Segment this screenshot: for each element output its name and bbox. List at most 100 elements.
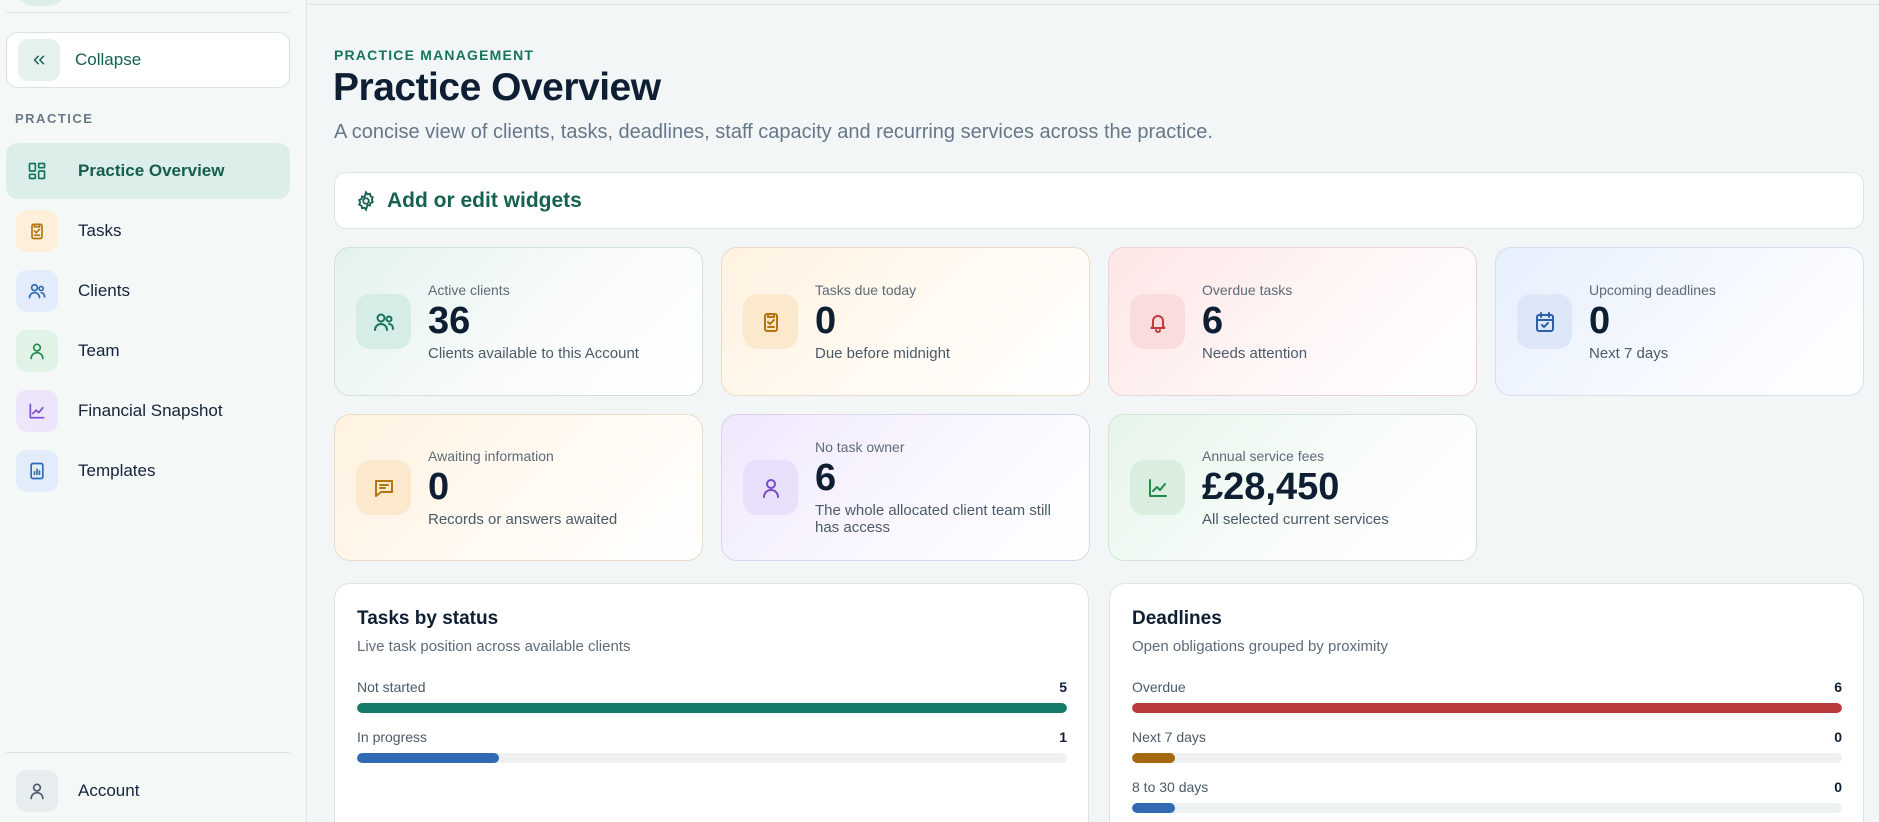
sidebar-item-practice-overview[interactable]: Practice Overview <box>6 143 290 199</box>
deadline-row-next-7-days[interactable]: Next 7 days 0 <box>1132 729 1842 763</box>
status-row-not-started[interactable]: Not started 5 <box>357 679 1067 713</box>
card-value: 36 <box>428 299 471 342</box>
users-icon <box>16 270 58 312</box>
sidebar-item-templates[interactable]: Templates <box>6 443 290 499</box>
card-active-clients[interactable]: Active clients 36 Clients available to t… <box>334 247 703 396</box>
panel-title: Deadlines <box>1132 608 1222 629</box>
card-value: £28,450 <box>1202 465 1340 508</box>
card-no-task-owner[interactable]: No task owner 6 The whole allocated clie… <box>721 414 1090 561</box>
row-label: Overdue <box>1132 679 1186 695</box>
progress-track <box>357 753 1067 763</box>
card-label: Upcoming deadlines <box>1589 281 1716 298</box>
sidebar-item-clients[interactable]: Clients <box>6 263 290 319</box>
progress-fill <box>1132 703 1842 713</box>
sidebar-item-label: Financial Snapshot <box>78 401 223 420</box>
row-label: Not started <box>357 679 426 695</box>
divider <box>6 12 290 13</box>
card-label: No task owner <box>815 439 905 455</box>
deadline-row-8-to-30-days[interactable]: 8 to 30 days 0 <box>1132 779 1842 813</box>
collapse-label: Collapse <box>75 50 142 69</box>
card-value: 0 <box>1589 299 1611 342</box>
sidebar-item-label: Tasks <box>78 221 122 240</box>
card-label: Annual service fees <box>1202 447 1325 464</box>
progress-fill <box>1132 753 1175 763</box>
add-edit-widgets-label: Add or edit widgets <box>387 188 582 212</box>
calendar-check-icon <box>1517 294 1572 349</box>
card-label: Awaiting information <box>428 447 554 464</box>
deadline-row-overdue[interactable]: Overdue 6 <box>1132 679 1842 713</box>
tasks-by-status-panel: Tasks by status Live task position acros… <box>334 583 1089 822</box>
row-label: Next 7 days <box>1132 729 1206 745</box>
progress-track <box>357 703 1067 713</box>
chevrons-left-icon <box>18 39 60 81</box>
card-subtext: The whole allocated client team still ha… <box>815 502 1051 536</box>
progress-fill <box>1132 803 1175 813</box>
card-upcoming-deadlines[interactable]: Upcoming deadlines 0 Next 7 days <box>1495 247 1864 396</box>
sidebar-item-team[interactable]: Team <box>6 323 290 379</box>
row-label: In progress <box>357 729 428 745</box>
account-label: Account <box>78 781 140 800</box>
card-subtext: Next 7 days <box>1589 344 1669 362</box>
progress-fill <box>357 703 1067 713</box>
sidebar-section-label: PRACTICE <box>15 111 94 126</box>
progress-track <box>1132 703 1842 713</box>
sidebar-item-label: Practice Overview <box>78 161 225 180</box>
user-icon <box>16 330 58 372</box>
page-subtitle: A concise view of clients, tasks, deadli… <box>334 121 1213 143</box>
bell-icon <box>1130 294 1185 349</box>
sidebar: Collapse PRACTICE Practice Overview Task… <box>0 0 307 822</box>
card-overdue-tasks[interactable]: Overdue tasks 6 Needs attention <box>1108 247 1477 396</box>
sidebar-item-financial-snapshot[interactable]: Financial Snapshot <box>6 383 290 439</box>
panel-subtitle: Live task position across available clie… <box>357 638 631 655</box>
progress-track <box>1132 803 1842 813</box>
card-value: 6 <box>815 457 837 499</box>
card-value: 0 <box>815 299 837 342</box>
card-annual-service-fees[interactable]: Annual service fees £28,450 All selected… <box>1108 414 1477 561</box>
card-value: 6 <box>1202 299 1224 342</box>
sidebar-item-label: Templates <box>78 461 156 480</box>
card-label: Active clients <box>428 281 510 298</box>
divider <box>308 4 1879 5</box>
card-value: 0 <box>428 465 450 508</box>
user-icon <box>743 460 798 515</box>
sidebar-item-label: Clients <box>78 281 130 300</box>
card-subtext: Due before midnight <box>815 344 951 362</box>
row-count: 0 <box>1834 729 1842 745</box>
gear-icon <box>355 189 377 212</box>
users-icon <box>356 294 411 349</box>
user-icon <box>16 770 58 812</box>
status-row-in-progress[interactable]: In progress 1 <box>357 729 1067 763</box>
card-label: Overdue tasks <box>1202 281 1293 298</box>
chart-line-icon <box>16 390 58 432</box>
divider <box>6 752 290 753</box>
card-awaiting-information[interactable]: Awaiting information 0 Records or answer… <box>334 414 703 561</box>
clipboard-check-icon <box>16 210 58 252</box>
message-icon <box>356 460 411 515</box>
progress-fill <box>357 753 499 763</box>
progress-track <box>1132 753 1842 763</box>
panel-title: Tasks by status <box>357 608 499 629</box>
clipboard-check-icon <box>743 294 798 349</box>
card-tasks-due-today[interactable]: Tasks due today 0 Due before midnight <box>721 247 1090 396</box>
card-subtext: Clients available to this Account <box>428 344 639 362</box>
row-label: 8 to 30 days <box>1132 779 1209 795</box>
row-count: 0 <box>1834 779 1842 795</box>
collapse-button[interactable]: Collapse <box>6 32 290 88</box>
sidebar-nav: Practice Overview Tasks Clients Team Fin… <box>6 143 290 503</box>
sidebar-item-label: Team <box>78 341 120 360</box>
panel-subtitle: Open obligations grouped by proximity <box>1132 638 1388 655</box>
row-count: 1 <box>1059 729 1067 745</box>
card-subtext: Needs attention <box>1202 344 1308 362</box>
card-subtext: All selected current services <box>1202 510 1389 528</box>
card-label: Tasks due today <box>815 281 917 298</box>
add-edit-widgets-button[interactable]: Add or edit widgets <box>334 172 1864 229</box>
row-count: 6 <box>1834 679 1842 695</box>
account-button[interactable]: Account <box>6 763 290 819</box>
card-subtext: Records or answers awaited <box>428 510 618 528</box>
deadlines-panel: Deadlines Open obligations grouped by pr… <box>1109 583 1864 822</box>
chart-line-icon <box>1130 460 1185 515</box>
page-title: Practice Overview <box>333 66 661 109</box>
page-eyebrow: PRACTICE MANAGEMENT <box>334 47 535 63</box>
document-chart-icon <box>16 450 58 492</box>
sidebar-item-tasks[interactable]: Tasks <box>6 203 290 259</box>
